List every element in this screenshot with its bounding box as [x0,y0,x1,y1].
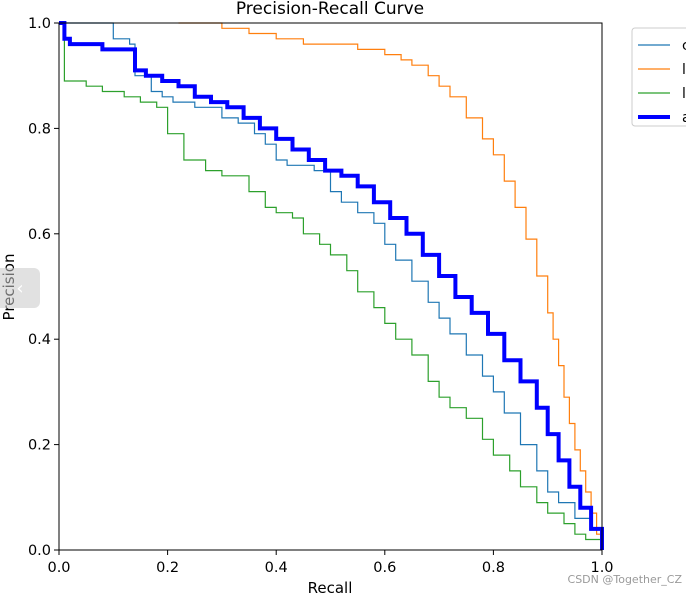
collapse-sidebar-tab[interactable]: ‹ [0,268,40,308]
legend-label: c [682,38,686,54]
x-tick-label: 0.0 [47,560,70,576]
legend-label: l [682,86,686,102]
legend-label: l [682,62,686,78]
x-axis-ticks: 0.0 0.2 0.4 0.6 0.8 1.0 [47,550,614,576]
plot-frame [58,22,603,551]
y-tick-label: 0.2 [28,438,51,454]
y-axis-ticks: 0.0 0.2 0.4 0.6 0.8 1.0 [28,16,59,559]
x-tick-label: 0.4 [265,560,288,576]
chevron-left-icon: ‹ [16,277,24,299]
x-tick-label: 0.6 [373,560,396,576]
y-tick-label: 0.4 [28,332,51,348]
y-tick-label: 1.0 [28,16,51,32]
legend-label: a [682,110,686,126]
legend: clla [631,27,686,127]
chart-title: Precision-Recall Curve [236,0,424,19]
series-line-3 [59,21,604,550]
series-line-1 [178,22,603,550]
plot-lines [59,21,604,550]
series-line-0 [59,22,603,550]
y-tick-label: 0.6 [28,227,51,243]
y-tick-label: 0.0 [28,543,51,559]
y-tick-label: 0.8 [28,121,51,137]
legend-box [631,27,686,127]
series-line-2 [59,22,603,550]
x-tick-label: 0.2 [156,560,179,576]
watermark: CSDN @Together_CZ [567,573,682,586]
x-tick-label: 1.0 [590,560,613,576]
x-tick-label: 0.8 [482,560,505,576]
x-axis-label: Recall [308,579,353,594]
